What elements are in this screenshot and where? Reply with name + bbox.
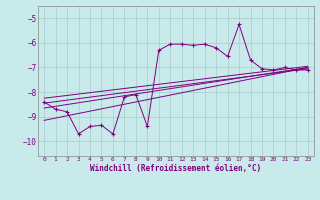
X-axis label: Windchill (Refroidissement éolien,°C): Windchill (Refroidissement éolien,°C) xyxy=(91,164,261,173)
